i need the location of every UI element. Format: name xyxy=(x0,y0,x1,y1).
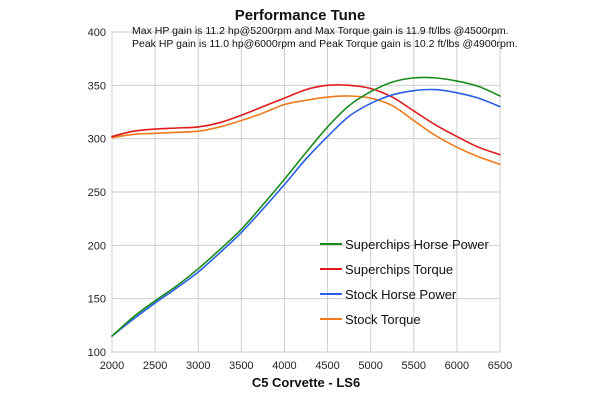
y-tick-label-150: 150 xyxy=(88,294,106,306)
x-tick-label-3000: 3000 xyxy=(186,360,210,372)
x-tick-label-6500: 6500 xyxy=(488,360,512,372)
legend: Superchips Horse Power Superchips Torque S… xyxy=(320,237,489,327)
y-tick-label-400: 400 xyxy=(88,27,106,39)
legend-label-superchips-torque: Superchips Torque xyxy=(345,262,453,277)
y-tick-label-250: 250 xyxy=(88,187,106,199)
y-tick-label-200: 200 xyxy=(88,240,106,252)
y-tick-label-300: 300 xyxy=(88,134,106,146)
y-tick-label-350: 350 xyxy=(88,80,106,92)
chart-title: Performance Tune xyxy=(235,7,366,24)
grid xyxy=(111,31,501,353)
annotation-line-1: Max HP gain is 11.2 hp@5200rpm and Max T… xyxy=(132,25,509,37)
x-tick-label-2000: 2000 xyxy=(100,360,124,372)
x-tick-label-2500: 2500 xyxy=(143,360,167,372)
axis-ticks: 100 150 200 250 300 350 400 2000 2500 3000 3500 400… xyxy=(88,27,513,372)
x-tick-label-5000: 5000 xyxy=(358,360,382,372)
y-tick-label-100: 100 xyxy=(88,347,106,359)
annotation-line-2: Peak HP gain is 11.0 hp@6000rpm and Peak… xyxy=(132,38,518,50)
legend-label-stock-horse-power: Stock Horse Power xyxy=(345,287,457,302)
x-tick-label-3500: 3500 xyxy=(229,360,253,372)
x-tick-label-4500: 4500 xyxy=(315,360,339,372)
x-tick-label-6000: 6000 xyxy=(445,360,469,372)
x-tick-label-5500: 5500 xyxy=(402,360,426,372)
series-lines xyxy=(111,76,501,337)
series-line-stock-horse-power xyxy=(111,88,501,337)
legend-label-superchips-horse-power: Superchips Horse Power xyxy=(345,237,489,252)
legend-label-stock-torque: Stock Torque xyxy=(345,312,421,327)
series-line-superchips-torque xyxy=(111,84,501,156)
series-line-superchips-horse-power xyxy=(111,76,501,337)
series-line-stock-torque xyxy=(111,95,501,166)
x-tick-label-4000: 4000 xyxy=(272,360,296,372)
x-axis-label: C5 Corvette - LS6 xyxy=(252,375,360,390)
